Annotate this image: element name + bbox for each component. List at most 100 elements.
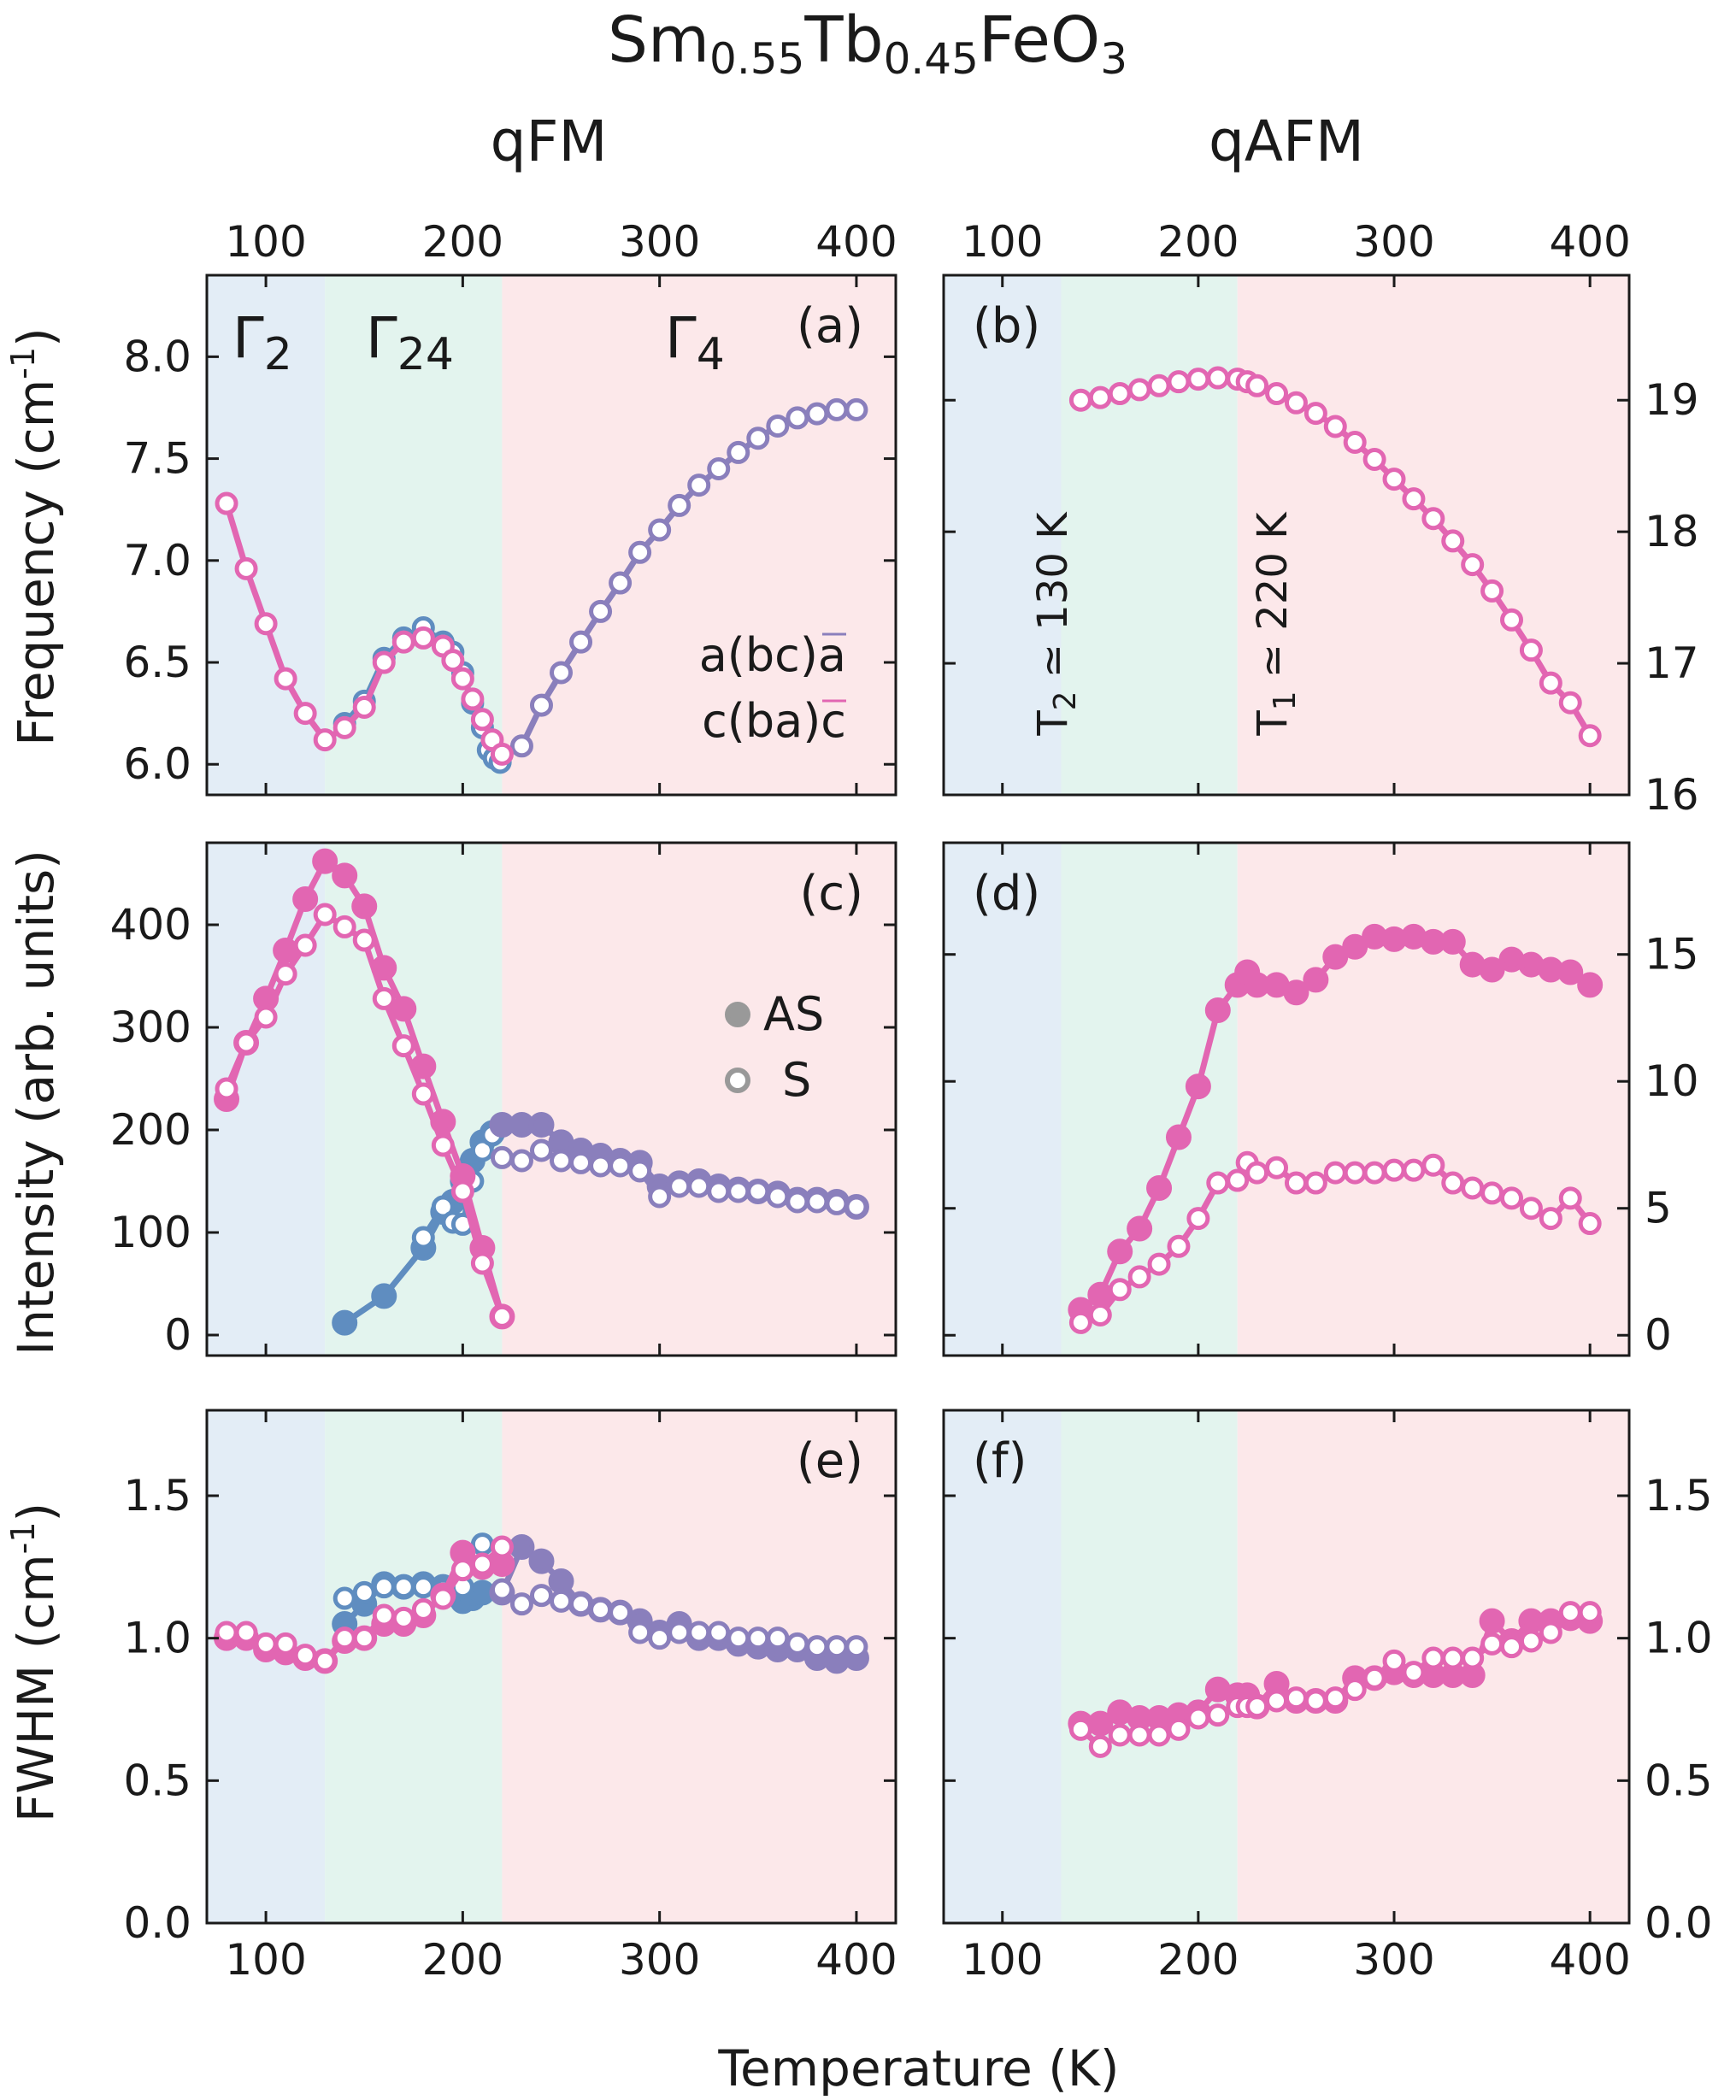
data-point <box>490 1145 514 1169</box>
data-point <box>490 1304 514 1328</box>
y-tick-label: 0 <box>164 1310 191 1360</box>
x-tick-label: 200 <box>1157 1935 1239 1985</box>
data-point <box>805 1190 829 1214</box>
data-point <box>548 1568 574 1594</box>
data-point <box>1088 385 1112 409</box>
phase-label-gamma4: Γ4 <box>665 305 725 380</box>
data-point <box>313 1649 337 1673</box>
panel-label-e: (e) <box>797 1433 863 1489</box>
data-point <box>1480 1181 1504 1205</box>
data-point <box>786 1632 809 1656</box>
data-point <box>707 1179 731 1203</box>
x-tick-label-top: 100 <box>225 217 306 267</box>
y-tick-label: 7.0 <box>123 536 191 585</box>
data-point <box>1558 1186 1582 1210</box>
data-point <box>254 1005 278 1029</box>
data-point <box>569 630 593 654</box>
data-point <box>215 1077 238 1101</box>
data-point <box>825 397 849 421</box>
y-tick-label: 7.5 <box>123 434 191 484</box>
data-point <box>234 1621 258 1644</box>
data-point <box>372 650 396 674</box>
phase-band-gamma24 <box>1061 1410 1238 1923</box>
data-point <box>411 1575 435 1599</box>
column-title-qfm: qFM <box>491 109 608 174</box>
data-point <box>293 933 317 957</box>
plot-frame <box>942 841 1631 1357</box>
data-point <box>1323 1686 1347 1710</box>
x-tick-label: 400 <box>1549 1935 1630 1985</box>
data-point <box>687 1621 711 1644</box>
data-point <box>1500 1186 1524 1210</box>
data-point <box>1343 430 1367 454</box>
data-point <box>1578 724 1602 748</box>
y-tick-label: 200 <box>110 1105 191 1155</box>
data-point <box>628 1621 652 1644</box>
legend-a-series2: c(ba)c <box>702 694 846 748</box>
data-point <box>215 1621 238 1644</box>
data-point <box>1206 1703 1230 1727</box>
data-point <box>746 1179 770 1203</box>
data-point <box>431 1586 455 1610</box>
data-point <box>450 667 474 691</box>
data-point <box>1108 1278 1132 1302</box>
phase-band-gamma24 <box>325 1410 503 1923</box>
data-point <box>1068 1717 1092 1741</box>
data-point <box>1265 1156 1289 1179</box>
data-point <box>589 1154 613 1178</box>
data-point <box>1439 928 1466 955</box>
transition-label-t1: T1 ≃ 220 K <box>1249 511 1303 737</box>
data-point <box>411 626 435 650</box>
data-point <box>1402 1661 1426 1685</box>
data-point <box>1343 1678 1367 1702</box>
phase-label-gamma2: Γ2 <box>232 305 292 380</box>
data-point <box>1519 1629 1543 1653</box>
phase-band-gamma2 <box>944 843 1062 1356</box>
data-point <box>707 457 731 481</box>
panel-a: 100 200 300 400 6.0 6.5 7.0 7.5 8.0 (a) <box>123 217 897 797</box>
data-point <box>490 742 514 766</box>
data-point <box>528 1548 555 1574</box>
panel-b: 100 200 300 400 16 17 18 19 (b) <box>942 217 1699 820</box>
data-point <box>529 1584 553 1608</box>
data-point <box>569 1150 593 1174</box>
phase-band-gamma2 <box>944 1410 1062 1923</box>
data-point <box>1479 956 1505 983</box>
panel-label-c: (c) <box>800 866 863 921</box>
plot-frame <box>942 1409 1631 1925</box>
data-point <box>1519 1197 1543 1221</box>
data-point <box>1088 1303 1112 1326</box>
data-point <box>1284 1686 1308 1710</box>
data-point <box>1265 1689 1289 1713</box>
data-point <box>550 661 574 685</box>
data-point <box>1127 378 1151 402</box>
data-point <box>274 1632 297 1656</box>
data-point <box>254 612 278 636</box>
data-point <box>766 1626 790 1650</box>
plot-frame <box>205 1409 897 1925</box>
data-point <box>1167 1717 1191 1741</box>
y-tick-label: 400 <box>110 900 191 950</box>
data-point <box>490 1578 514 1602</box>
data-point <box>1107 1238 1133 1265</box>
data-point <box>313 903 337 926</box>
data-point <box>1245 1161 1269 1185</box>
data-point <box>668 1174 691 1198</box>
data-point <box>1147 1252 1171 1276</box>
data-point <box>1480 1632 1504 1656</box>
y-tick-label: 0.0 <box>123 1898 191 1948</box>
data-point <box>569 1592 593 1616</box>
panel-label-b: (b) <box>973 298 1040 354</box>
data-point <box>470 1552 494 1576</box>
legend-c-filled: AS <box>763 987 824 1041</box>
y-tick-label: 5 <box>1645 1184 1672 1233</box>
data-point <box>1500 608 1524 632</box>
data-point <box>628 540 652 564</box>
data-point <box>1578 1212 1602 1236</box>
transition-label-t2: T2 ≃ 130 K <box>1029 511 1083 737</box>
data-point <box>1185 1074 1211 1100</box>
data-point <box>1402 1158 1426 1182</box>
data-point <box>1539 671 1562 695</box>
